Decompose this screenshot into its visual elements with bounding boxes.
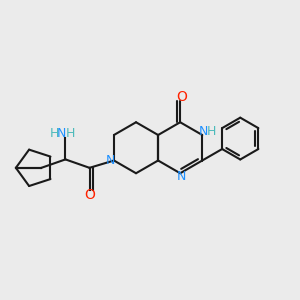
Text: H: H <box>66 127 76 140</box>
Text: N: N <box>106 154 115 167</box>
Text: H: H <box>50 127 59 140</box>
Text: O: O <box>176 90 187 104</box>
Text: O: O <box>84 188 95 202</box>
Text: N: N <box>177 170 186 183</box>
Text: N: N <box>57 127 67 140</box>
Text: H: H <box>207 125 217 138</box>
Text: N: N <box>199 125 208 138</box>
